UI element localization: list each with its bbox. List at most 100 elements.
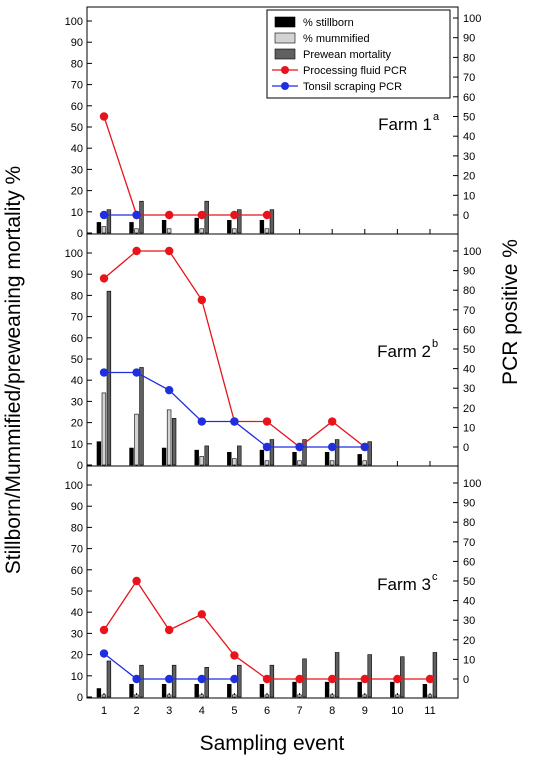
bar-prewean xyxy=(106,660,112,698)
bar-stillborn xyxy=(259,449,265,466)
y-axis-title-left: Stillborn/Mummified/preweaning mortality… xyxy=(2,166,25,575)
right-tick-label: 90 xyxy=(463,266,475,278)
legend-label: % mummified xyxy=(303,33,370,45)
right-tick-label: 50 xyxy=(463,344,475,356)
right-tick-label: 90 xyxy=(463,498,475,510)
x-tick-label: 1 xyxy=(101,705,107,717)
right-tick-label: 40 xyxy=(463,131,475,143)
x-tick-label: 11 xyxy=(424,705,435,717)
right-tick-label: 60 xyxy=(463,92,475,104)
right-tick-label: 100 xyxy=(463,246,481,258)
right-tick-label: 30 xyxy=(463,383,475,395)
x-tick-label: 3 xyxy=(166,705,172,717)
processing-fluid-pcr-point xyxy=(262,210,272,220)
right-tick-label: 80 xyxy=(463,285,475,297)
bar-prewean xyxy=(204,445,209,466)
farm-label: Farm 1 xyxy=(378,115,432,134)
bar-prewean xyxy=(432,652,438,698)
x-tick-label: 8 xyxy=(329,705,335,717)
bar-stillborn xyxy=(129,447,134,466)
left-tick-label: 50 xyxy=(71,122,83,134)
bar-prewean xyxy=(237,445,242,466)
processing-fluid-pcr-point xyxy=(99,625,109,635)
bar-mummified xyxy=(427,694,433,698)
processing-fluid-pcr-point xyxy=(328,417,337,426)
farm-label-superscript: b xyxy=(432,338,438,350)
bar-stillborn xyxy=(227,683,232,698)
right-tick-label: 50 xyxy=(463,112,475,124)
right-tick-label: 100 xyxy=(463,13,481,25)
bar-prewean xyxy=(302,439,307,466)
processing-fluid-pcr-point xyxy=(230,210,239,220)
bar-stillborn xyxy=(259,219,265,234)
x-tick-label: 5 xyxy=(231,705,237,717)
right-tick-label: 40 xyxy=(463,596,475,608)
bar-mummified xyxy=(134,694,139,698)
processing-fluid-pcr-point xyxy=(360,674,369,684)
left-tick-label: 40 xyxy=(71,607,83,619)
legend-label: Prewean mortality xyxy=(303,49,392,61)
right-tick-label: 80 xyxy=(463,52,475,64)
right-tick-label: 20 xyxy=(463,171,475,183)
tonsil-scraping-pcr-point xyxy=(197,417,206,426)
processing-fluid-pcr-point xyxy=(230,651,239,660)
bar-mummified xyxy=(232,458,237,466)
bar-mummified xyxy=(362,694,367,698)
x-tick-label: 10 xyxy=(391,705,403,717)
bar-stillborn xyxy=(129,222,134,234)
bar-mummified xyxy=(134,228,139,234)
right-tick-label: 0 xyxy=(463,442,469,454)
processing-fluid-pcr-point xyxy=(132,576,141,586)
left-tick-label: 80 xyxy=(71,290,83,302)
bar-stillborn xyxy=(324,451,330,466)
bar-stillborn xyxy=(357,681,362,698)
bar-mummified xyxy=(166,409,172,466)
x-tick-label: 6 xyxy=(264,705,270,717)
left-tick-label: 60 xyxy=(71,333,83,345)
bar-mummified xyxy=(297,694,302,698)
farm-label-superscript: a xyxy=(433,111,440,123)
bar-stillborn xyxy=(227,219,232,234)
bar-mummified xyxy=(101,694,107,698)
processing-fluid-pcr-point xyxy=(425,674,435,684)
bar-prewean xyxy=(367,654,372,698)
bar-prewean xyxy=(367,441,372,466)
right-tick-label: 70 xyxy=(463,305,475,317)
y-axis-title-right: PCR positive % xyxy=(499,239,522,385)
panels: 0102030405060708090100010203040506070809… xyxy=(65,6,481,717)
left-tick-label: 40 xyxy=(71,143,83,155)
tonsil-scraping-pcr-point xyxy=(132,674,141,684)
right-tick-label: 100 xyxy=(463,478,481,490)
right-tick-label: 0 xyxy=(463,210,469,222)
bar-stillborn xyxy=(161,683,167,698)
bar-mummified xyxy=(362,460,367,466)
left-tick-label: 10 xyxy=(71,671,83,683)
bar-stillborn xyxy=(292,681,297,698)
bar-stillborn xyxy=(259,683,265,698)
tonsil-scraping-pcr-point xyxy=(230,417,239,426)
left-tick-label: 90 xyxy=(71,501,83,513)
tonsil-scraping-pcr-point xyxy=(132,210,141,220)
left-tick-label: 0 xyxy=(77,460,83,472)
bar-stillborn xyxy=(194,449,199,466)
bar-mummified xyxy=(134,413,139,466)
processing-fluid-pcr-line xyxy=(103,116,267,216)
bar-stillborn xyxy=(161,447,167,466)
left-tick-label: 20 xyxy=(71,418,83,430)
tonsil-scraping-pcr-point xyxy=(230,674,239,684)
processing-fluid-pcr-point xyxy=(99,274,109,283)
left-tick-label: 70 xyxy=(71,80,83,92)
bar-mummified xyxy=(232,228,237,234)
processing-fluid-pcr-point xyxy=(197,295,206,305)
processing-fluid-pcr-point xyxy=(262,417,272,426)
bar-mummified xyxy=(264,460,270,466)
bar-mummified xyxy=(101,392,107,466)
tonsil-scraping-pcr-point xyxy=(99,368,109,377)
left-tick-label: 40 xyxy=(71,375,83,387)
left-tick-label: 60 xyxy=(71,101,83,113)
bar-mummified xyxy=(297,460,302,466)
bar-prewean xyxy=(334,439,340,466)
left-tick-label: 30 xyxy=(71,396,83,408)
left-tick-label: 0 xyxy=(77,228,83,240)
